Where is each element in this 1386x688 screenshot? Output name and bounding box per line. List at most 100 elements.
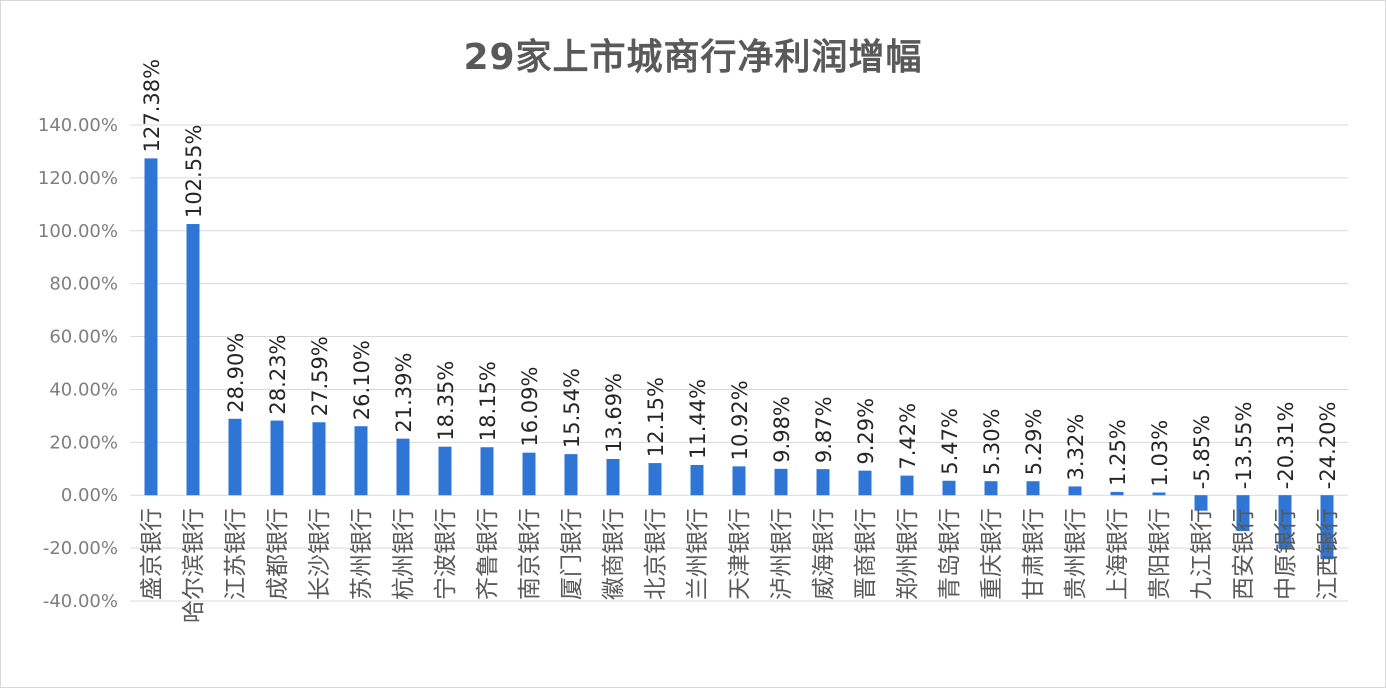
bar	[774, 468, 788, 496]
data-label: 28.23%	[266, 334, 290, 414]
category-label: 泸州银行	[769, 508, 795, 600]
data-label: 28.90%	[224, 333, 248, 413]
data-label: 21.39%	[392, 353, 416, 433]
bar	[144, 158, 158, 496]
data-label: -13.55%	[1232, 402, 1256, 490]
data-label: 102.55%	[182, 125, 206, 218]
data-label: 5.29%	[1022, 409, 1046, 476]
bar	[690, 464, 704, 496]
category-label: 苏州银行	[349, 508, 375, 600]
data-label: 11.44%	[686, 379, 710, 459]
data-labels: 127.38% 102.55% 28.90% 28.23% 27.59% 26.10% 21…	[140, 59, 1340, 489]
bar	[438, 446, 452, 496]
bar	[1236, 495, 1250, 532]
category-label: 杭州银行	[391, 508, 417, 600]
gridlines	[130, 124, 1348, 602]
category-label: 盛京银行	[139, 508, 165, 600]
data-label: 26.10%	[350, 340, 374, 420]
bar	[1026, 481, 1040, 496]
bar	[858, 470, 872, 496]
bar	[522, 452, 536, 496]
category-label: 南京银行	[517, 508, 543, 600]
category-label: 甘肃银行	[1021, 508, 1047, 600]
bar	[1278, 495, 1292, 549]
bar	[900, 475, 914, 496]
category-label: 江苏银行	[223, 508, 249, 600]
data-label: 5.47%	[938, 408, 962, 475]
category-label: 江西银行	[1315, 508, 1341, 600]
category-label: 西安银行	[1231, 508, 1257, 600]
bar	[942, 480, 956, 496]
data-label: -24.20%	[1316, 402, 1340, 490]
category-label: 威海银行	[811, 508, 837, 600]
category-label: 青岛银行	[937, 508, 963, 600]
data-label: 9.87%	[812, 396, 836, 463]
bar	[564, 454, 578, 496]
category-label: 郑州银行	[895, 508, 921, 600]
y-tick-label: 120.00%	[38, 168, 118, 189]
data-label: 9.29%	[854, 398, 878, 465]
bar	[1068, 486, 1082, 496]
data-label: 18.35%	[434, 361, 458, 441]
y-tick-label: 0.00%	[61, 485, 118, 506]
data-label: 5.30%	[980, 408, 1004, 475]
data-label: 7.42%	[896, 403, 920, 470]
data-label: -20.31%	[1274, 402, 1298, 490]
bar	[186, 224, 200, 496]
chart-title: 29家上市城商行净利润增幅	[463, 37, 923, 78]
bar	[480, 447, 494, 496]
data-label: 10.92%	[728, 380, 752, 460]
y-tick-label: 140.00%	[38, 115, 118, 136]
y-tick-label: -20.00%	[43, 538, 118, 559]
category-label: 重庆银行	[979, 508, 1005, 600]
data-label: 18.15%	[476, 361, 500, 441]
bar	[606, 459, 620, 496]
y-tick-label: 20.00%	[49, 432, 118, 453]
category-label: 贵阳银行	[1147, 508, 1173, 600]
bar	[396, 438, 410, 496]
data-label: 13.69%	[602, 373, 626, 453]
bar	[1110, 491, 1124, 496]
category-label: 晋商银行	[853, 508, 879, 600]
bar	[1320, 495, 1334, 560]
y-tick-label: 100.00%	[38, 221, 118, 242]
data-label: 16.09%	[518, 367, 542, 447]
y-axis-ticks: -40.00% -20.00% 0.00% 20.00% 40.00% 60.00% 80.…	[38, 115, 118, 612]
category-label: 北京银行	[643, 508, 669, 600]
category-label: 厦门银行	[559, 508, 585, 600]
bar	[732, 466, 746, 496]
bar	[270, 420, 284, 496]
category-label: 徽商银行	[601, 508, 627, 600]
category-labels: 盛京银行 哈尔滨银行 江苏银行 成都银行 长沙银行 苏州银行 杭州银行 宁波银行 齐鲁银行 南京银…	[139, 508, 1341, 623]
category-label: 成都银行	[265, 508, 291, 600]
bar	[1194, 495, 1208, 511]
category-label: 长沙银行	[307, 508, 333, 600]
category-label: 贵州银行	[1063, 508, 1089, 600]
bars	[144, 158, 1334, 560]
data-label: 3.32%	[1064, 414, 1088, 481]
category-label: 中原银行	[1273, 508, 1299, 600]
category-label: 齐鲁银行	[475, 508, 501, 600]
data-label: 127.38%	[140, 59, 164, 152]
category-label: 兰州银行	[685, 508, 711, 600]
data-label: 27.59%	[308, 336, 332, 416]
category-label: 九江银行	[1189, 508, 1215, 600]
data-label: 1.25%	[1106, 419, 1130, 486]
y-tick-label: 60.00%	[49, 327, 118, 348]
data-label: 1.03%	[1148, 420, 1172, 487]
data-label: 12.15%	[644, 377, 668, 457]
bar	[984, 481, 998, 496]
bar	[312, 422, 326, 496]
category-label: 宁波银行	[433, 508, 459, 600]
category-label: 天津银行	[727, 508, 753, 600]
bar	[816, 469, 830, 496]
bar	[354, 426, 368, 496]
bar	[228, 418, 242, 496]
y-tick-label: 40.00%	[49, 379, 118, 400]
data-label: 15.54%	[560, 368, 584, 448]
y-tick-label: -40.00%	[43, 591, 118, 612]
bar	[1152, 492, 1166, 496]
y-tick-label: 80.00%	[49, 274, 118, 295]
